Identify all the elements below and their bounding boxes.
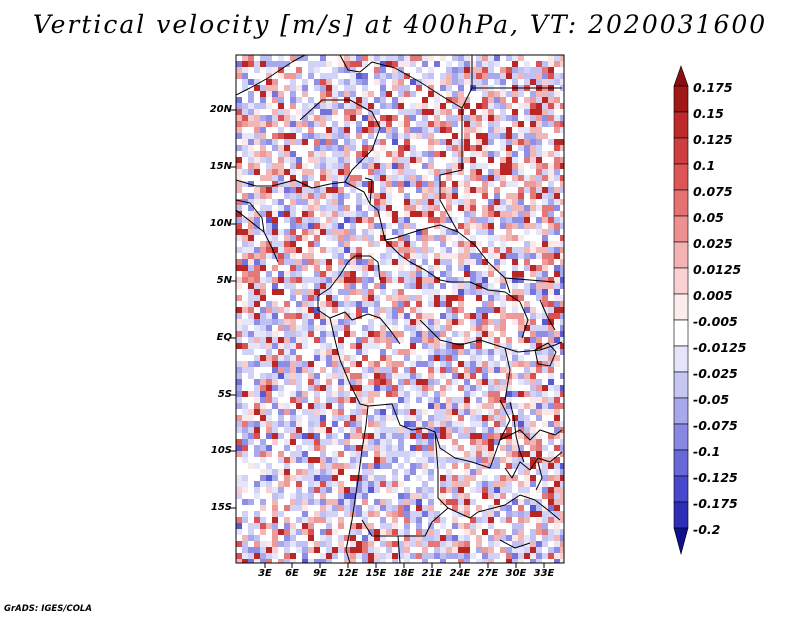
velocity-field xyxy=(236,55,564,563)
colorbar-label-0.125: 0.125 xyxy=(693,132,733,147)
colorbar-box xyxy=(673,137,689,165)
colorbar-label-0.025: 0.025 xyxy=(693,236,733,251)
colorbar-label-neg0.0125: -0.0125 xyxy=(693,340,747,355)
lat-label-5s: 5S xyxy=(217,389,232,400)
colorbar-label-neg0.2: -0.2 xyxy=(693,522,721,537)
colorbar-box xyxy=(673,397,689,425)
colorbar-box xyxy=(673,267,689,295)
colorbar-bottom-arrow xyxy=(673,527,689,556)
lat-label-eq: EQ xyxy=(216,332,232,343)
colorbar-label-neg0.175: -0.175 xyxy=(693,496,738,511)
lon-label-21e: 21E xyxy=(421,568,443,579)
colorbar-box xyxy=(673,163,689,191)
lon-label-3e: 3E xyxy=(258,568,272,579)
lat-label-20n: 20N xyxy=(209,104,232,115)
colorbar-box xyxy=(673,501,689,529)
colorbar-label-0.075: 0.075 xyxy=(693,184,733,199)
lon-label-12e: 12E xyxy=(337,568,359,579)
colorbar-box xyxy=(673,475,689,503)
colorbar-top-arrow xyxy=(673,65,689,87)
colorbar-box xyxy=(673,241,689,269)
colorbar-box xyxy=(673,215,689,243)
lon-label-24e: 24E xyxy=(449,568,471,579)
colorbar-box xyxy=(673,111,689,139)
colorbar xyxy=(673,65,689,556)
colorbar-label-neg0.125: -0.125 xyxy=(693,470,738,485)
lon-label-30e: 30E xyxy=(505,568,527,579)
colorbar-label-neg0.025: -0.025 xyxy=(693,366,738,381)
lon-label-33e: 33E xyxy=(533,568,555,579)
map-frame xyxy=(235,54,565,564)
lat-label-15s: 15S xyxy=(210,502,232,513)
colorbar-box xyxy=(673,345,689,373)
y-axis-ticks xyxy=(231,109,236,509)
colorbar-label-0.0125: 0.0125 xyxy=(693,262,742,277)
colorbar-box xyxy=(673,293,689,321)
lon-label-6e: 6E xyxy=(285,568,299,579)
colorbar-label-0.15: 0.15 xyxy=(693,106,724,121)
grads-credit: GrADS: IGES/COLA xyxy=(4,604,92,614)
lon-label-18e: 18E xyxy=(393,568,415,579)
lat-label-5n: 5N xyxy=(216,275,232,286)
lat-label-10s: 10S xyxy=(210,445,232,456)
colorbar-label-neg0.005: -0.005 xyxy=(693,314,738,329)
colorbar-box xyxy=(673,371,689,399)
lat-label-10n: 10N xyxy=(209,218,232,229)
lat-label-15n: 15N xyxy=(209,161,232,172)
colorbar-label-0.175: 0.175 xyxy=(693,80,733,95)
map-title: Vertical velocity [m/s] at 400hPa, VT: 2… xyxy=(32,10,768,39)
colorbar-box xyxy=(673,319,689,347)
colorbar-label-0.005: 0.005 xyxy=(693,288,733,303)
colorbar-box xyxy=(673,189,689,217)
lake-outlines xyxy=(509,342,557,491)
country-borders xyxy=(236,55,563,563)
colorbar-box xyxy=(673,85,689,113)
lon-label-27e: 27E xyxy=(477,568,499,579)
colorbar-label-0.05: 0.05 xyxy=(693,210,724,225)
colorbar-label-0.1: 0.1 xyxy=(693,158,716,173)
lon-label-15e: 15E xyxy=(365,568,387,579)
colorbar-label-neg0.075: -0.075 xyxy=(693,418,738,433)
colorbar-box xyxy=(673,449,689,477)
lon-label-9e: 9E xyxy=(313,568,327,579)
colorbar-label-neg0.05: -0.05 xyxy=(693,392,730,407)
colorbar-box xyxy=(673,423,689,451)
colorbar-label-neg0.1: -0.1 xyxy=(693,444,721,459)
x-axis-ticks xyxy=(264,563,545,568)
